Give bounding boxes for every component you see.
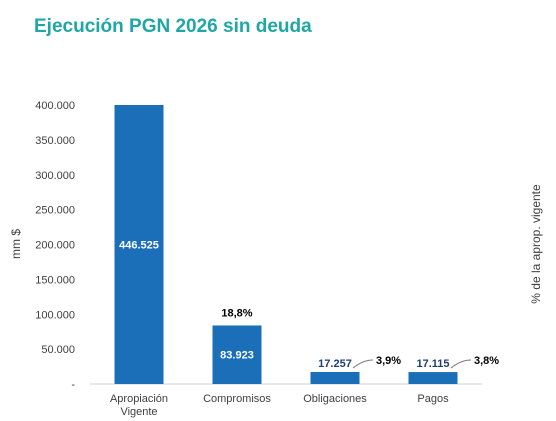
bar-value-label: 17.257 xyxy=(318,358,352,370)
pct-label: 3,8% xyxy=(474,355,499,367)
y-tick-label: 350.000 xyxy=(35,135,75,147)
y-axis-label: mm $ xyxy=(9,229,23,259)
y-tick-label: - xyxy=(71,379,75,391)
bars xyxy=(114,105,458,384)
bar xyxy=(408,372,458,384)
pct-leader-line xyxy=(450,359,472,369)
pct-label: 3,9% xyxy=(376,355,401,367)
x-tick-label: Pagos xyxy=(417,393,449,405)
bar-value-label: 446.525 xyxy=(119,240,159,252)
pct-label: 18,8% xyxy=(221,307,252,319)
bar xyxy=(310,371,360,384)
pct-leader-line xyxy=(352,359,374,369)
y-tick-label: 300.000 xyxy=(35,170,75,182)
y-tick-label: 200.000 xyxy=(35,240,75,252)
x-tick-label: Obligaciones xyxy=(303,393,367,405)
bar xyxy=(212,325,262,384)
y-tick-label: 400.000 xyxy=(35,100,75,112)
y-tick-label: 50.000 xyxy=(41,344,75,356)
y-tick-label: 150.000 xyxy=(35,274,75,286)
data-labels: 446.525 83.923 18,8% 17.257 3,9% 17.115 3,8% xyxy=(119,240,499,371)
bar-value-label: 83.923 xyxy=(220,350,254,362)
x-axis: Apropiación Vigente Compromisos Obligacione… xyxy=(90,383,482,418)
y-axis: 400.000 350.000 300.000 250.000 200.000 150.0… xyxy=(35,100,75,391)
x-tick-label: Compromisos xyxy=(203,393,271,405)
bar xyxy=(114,105,164,384)
secondary-y-axis-label: % de la aprop. vigente xyxy=(529,184,543,304)
y-tick-label: 100.000 xyxy=(35,309,75,321)
chart-title: Ejecución PGN 2026 sin deuda xyxy=(34,16,312,37)
x-tick-label: Apropiación Vigente xyxy=(110,393,168,418)
bar-value-label: 17.115 xyxy=(416,358,449,370)
y-tick-label: 250.000 xyxy=(35,205,75,217)
